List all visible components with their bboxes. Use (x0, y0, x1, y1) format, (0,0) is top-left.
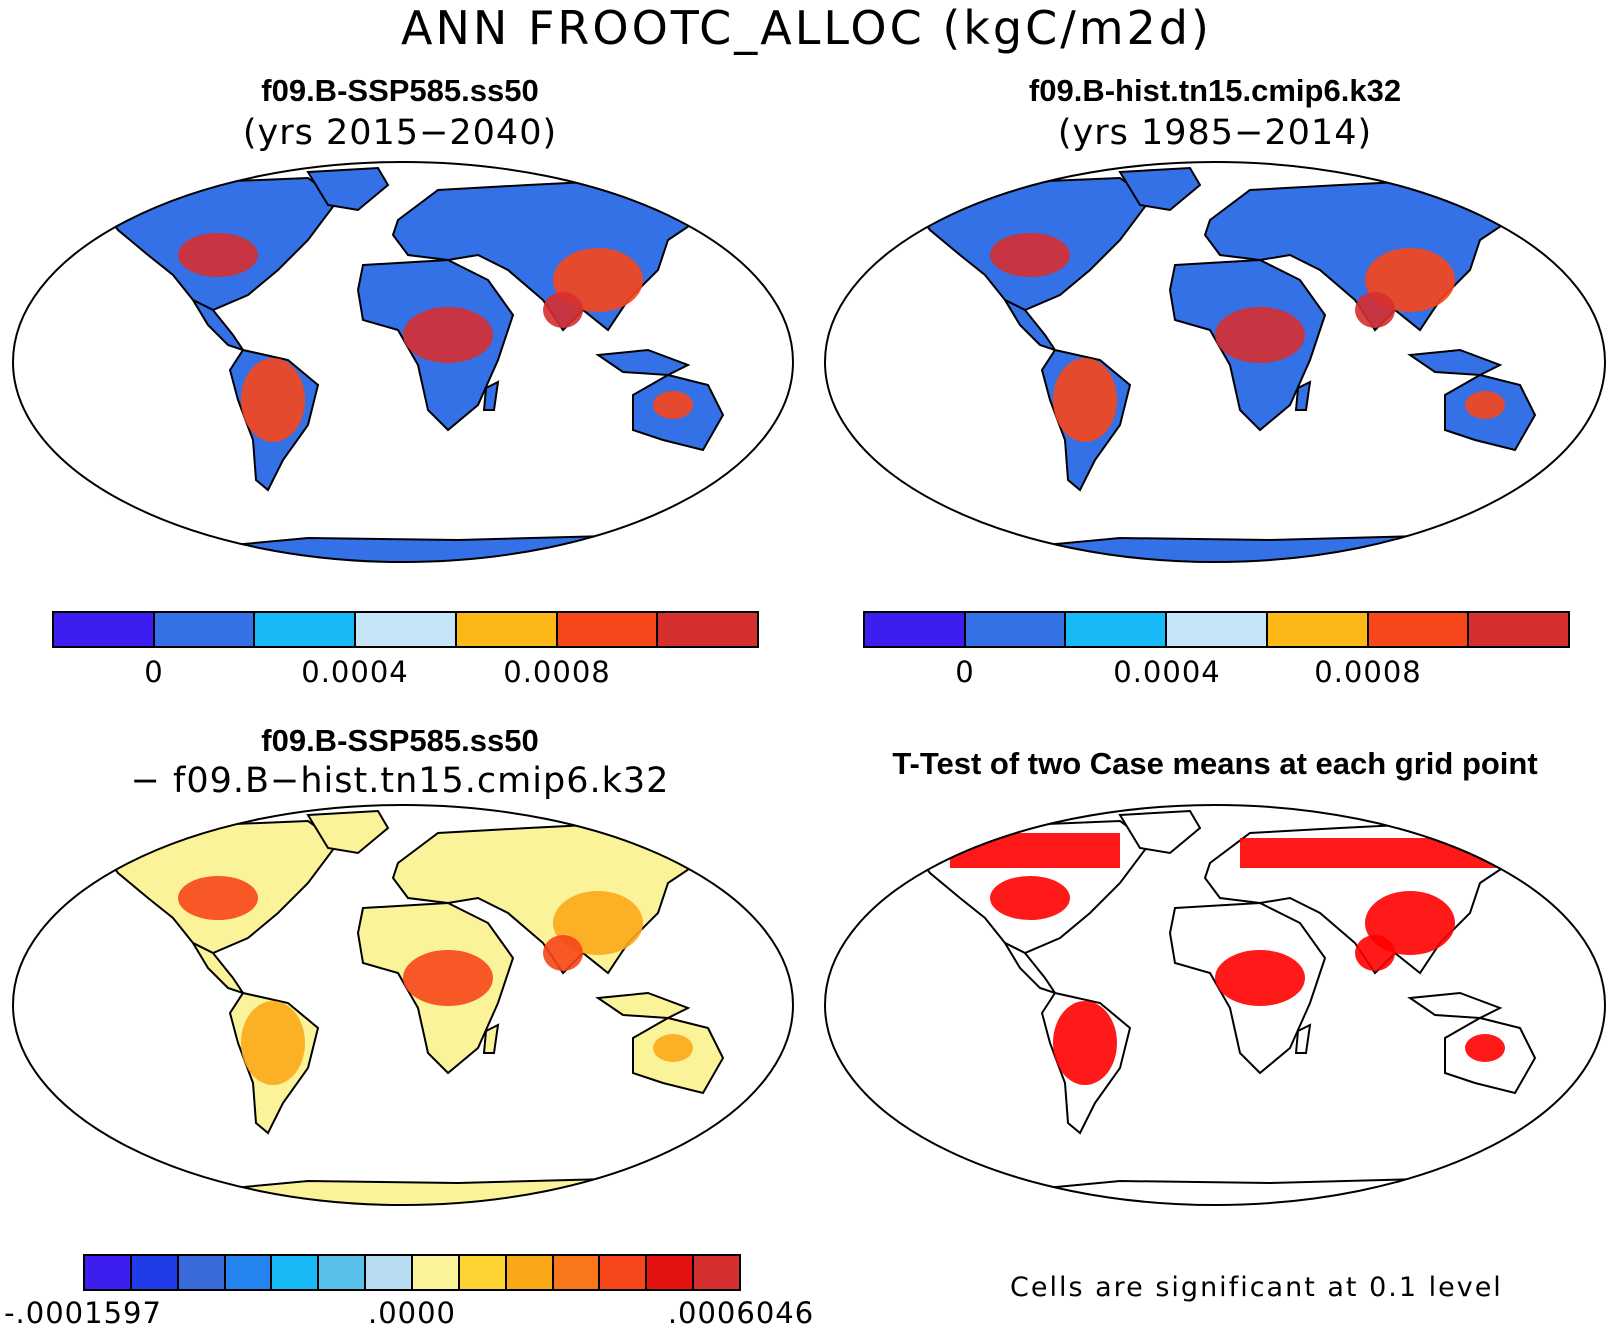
panel-tr-title: f09.B-hist.tn15.cmip6.k32 (1028, 73, 1402, 108)
map-hotspot (1465, 1034, 1505, 1062)
significance-region (1240, 838, 1500, 868)
map-panel-tr (824, 161, 1606, 563)
panel-tr-subtitle: (yrs 1985−2014) (1057, 113, 1373, 153)
map-land-layer (13, 162, 793, 562)
colorbar-swatch (366, 1256, 414, 1289)
map-land-layer (825, 805, 1605, 1205)
colorbar-swatch (865, 613, 966, 646)
colorbar-swatch (131, 1256, 179, 1289)
colorbar-swatch (1066, 613, 1168, 646)
colorbar-swatch (965, 613, 1067, 646)
land-madagascar (482, 380, 500, 411)
colorbar-swatch (85, 1256, 132, 1289)
map-hotspot (990, 233, 1070, 277)
map-hotspot (403, 307, 493, 363)
colorbar-case-tl (52, 611, 759, 648)
map-hotspot (1355, 292, 1395, 328)
colorbar-swatch (319, 1256, 367, 1289)
colorbar-tick-label: 0 (955, 655, 975, 689)
significance-note: Cells are significant at 0.1 level (1010, 1272, 1503, 1303)
map-hotspot (1465, 391, 1505, 419)
land-indonesia (595, 348, 691, 377)
land-greenland (306, 166, 390, 212)
panel-tl-title: f09.B-SSP585.ss50 (261, 73, 539, 108)
colorbar-tick-label: 0.0004 (301, 655, 409, 689)
map-border (12, 804, 794, 1206)
map-panel-br (824, 804, 1606, 1206)
map-land-layer (13, 805, 793, 1205)
colorbar-swatch (413, 1256, 460, 1289)
map-hotspot (990, 876, 1070, 920)
colorbar-swatch (272, 1256, 320, 1289)
colorbar-tick-label: .0006046 (667, 1296, 815, 1330)
map-hotspot (1355, 935, 1395, 971)
colorbar-swatch (459, 1256, 507, 1289)
colorbar-swatch (694, 1256, 740, 1289)
colorbar-swatch (178, 1256, 226, 1289)
colorbar-tick-label: -.0001597 (4, 1296, 162, 1330)
colorbar-swatch (456, 613, 558, 646)
map-hotspot (1053, 1001, 1117, 1085)
map-hotspot (241, 358, 305, 442)
colorbar-swatch (600, 1256, 648, 1289)
colorbar-tick-label: .0000 (367, 1296, 457, 1330)
colorbar-swatch (658, 613, 758, 646)
colorbar-diff (83, 1254, 741, 1291)
panel-bl-title: f09.B-SSP585.ss50 (261, 723, 539, 758)
colorbar-swatch (255, 613, 357, 646)
colorbar-swatch (54, 613, 155, 646)
land-greenland (306, 809, 390, 855)
land-indonesia (1407, 348, 1503, 377)
map-hotspot (653, 391, 693, 419)
colorbar-swatch (356, 613, 457, 646)
map-hotspot (178, 233, 258, 277)
land-greenland (1118, 166, 1202, 212)
figure-title: ANN FROOTC_ALLOC (kgC/m2d) (401, 1, 1212, 55)
significance-region (950, 833, 1120, 868)
map-border (824, 804, 1606, 1206)
panel-tl-subtitle: (yrs 2015−2040) (242, 113, 558, 153)
colorbar-swatch (557, 613, 659, 646)
map-hotspot (178, 876, 258, 920)
colorbar-tick-label: 0.0008 (1314, 655, 1422, 689)
map-panel-tl (12, 161, 794, 563)
colorbar-swatch (225, 1256, 273, 1289)
map-hotspot (403, 950, 493, 1006)
land-madagascar (1294, 380, 1312, 411)
colorbar-tick-label: 0.0004 (1113, 655, 1221, 689)
land-madagascar (1294, 1023, 1312, 1054)
land-madagascar (482, 1023, 500, 1054)
colorbar-swatch (1267, 613, 1369, 646)
colorbar-swatch (1368, 613, 1470, 646)
panel-br-title: T-Test of two Case means at each grid po… (892, 746, 1538, 781)
land-indonesia (1407, 991, 1503, 1020)
map-hotspot (1053, 358, 1117, 442)
colorbar-swatch (647, 1256, 695, 1289)
land-greenland (1118, 809, 1202, 855)
map-hotspot (1215, 950, 1305, 1006)
colorbar-tick-label: 0 (144, 655, 164, 689)
colorbar-swatch (154, 613, 256, 646)
colorbar-swatch (1167, 613, 1268, 646)
map-hotspot (1215, 307, 1305, 363)
map-hotspot (241, 1001, 305, 1085)
map-border (12, 161, 794, 563)
land-indonesia (595, 991, 691, 1020)
map-hotspot (543, 292, 583, 328)
map-hotspot (653, 1034, 693, 1062)
panel-bl-subtitle: − f09.B−hist.tn15.cmip6.k32 (130, 761, 670, 801)
colorbar-swatch (506, 1256, 554, 1289)
colorbar-case-tr (863, 611, 1570, 648)
map-panel-bl (12, 804, 794, 1206)
colorbar-swatch (1469, 613, 1569, 646)
colorbar-tick-label: 0.0008 (503, 655, 611, 689)
map-border (824, 161, 1606, 563)
map-hotspot (543, 935, 583, 971)
colorbar-swatch (553, 1256, 601, 1289)
